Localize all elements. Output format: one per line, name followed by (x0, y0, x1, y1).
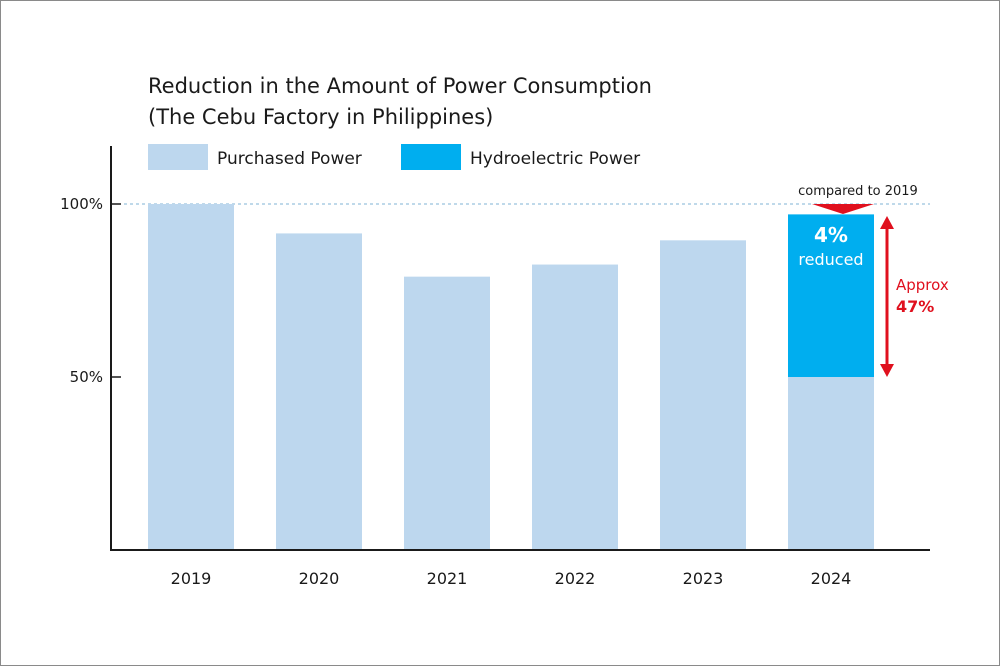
x-labels-group: 2019 2020 2021 2022 2023 2024 (171, 569, 852, 588)
legend-swatch-purchased (148, 144, 208, 170)
bar-2024-hydro (788, 214, 874, 377)
x-tick-label-2021: 2021 (427, 569, 468, 588)
bar-2020-purchased (276, 233, 362, 550)
bar-2023-purchased (660, 240, 746, 550)
reduction-value: 4% (814, 223, 848, 247)
reduction-label: reduced (798, 250, 863, 269)
bar-2022-purchased (532, 264, 618, 550)
bar-2021-purchased (404, 276, 490, 550)
legend-swatch-hydro (401, 144, 461, 170)
hydro-share-arrow-icon (880, 216, 894, 377)
chart-title: Reduction in the Amount of Power Consump… (148, 74, 652, 98)
reduction-marker-icon (812, 204, 874, 214)
x-tick-label-2023: 2023 (683, 569, 724, 588)
reference-note: compared to 2019 (798, 184, 918, 199)
legend: Purchased Power Hydroelectric Power (148, 144, 640, 170)
y-tick-label-50: 50% (70, 368, 103, 386)
legend-label-purchased: Purchased Power (217, 149, 362, 169)
x-tick-label-2022: 2022 (555, 569, 596, 588)
legend-label-hydro: Hydroelectric Power (470, 149, 640, 169)
y-ticks-group: 100% 50% (60, 195, 121, 386)
bars-group (148, 204, 874, 550)
chart-subtitle: (The Cebu Factory in Philippines) (148, 105, 493, 129)
hydro-share-value: 47% (896, 297, 934, 316)
y-tick-label-100: 100% (60, 195, 103, 213)
x-tick-label-2020: 2020 (299, 569, 340, 588)
x-tick-label-2024: 2024 (811, 569, 852, 588)
bar-2019-purchased (148, 204, 234, 550)
x-tick-label-2019: 2019 (171, 569, 212, 588)
hydro-share-prefix: Approx (896, 276, 949, 294)
bar-2024-purchased (788, 377, 874, 550)
